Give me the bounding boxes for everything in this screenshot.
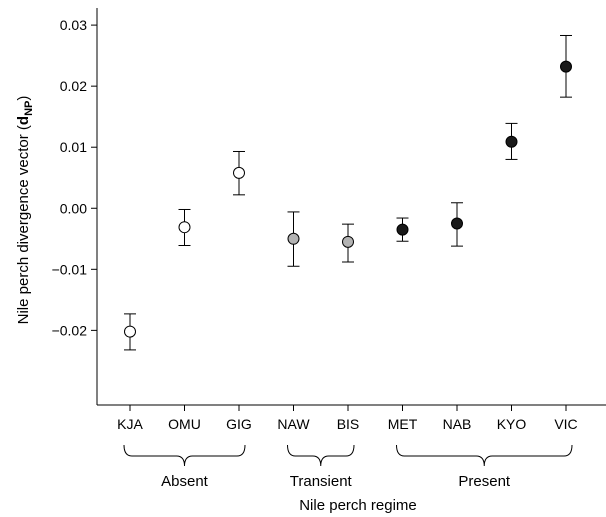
data-marks	[124, 34, 572, 351]
x-tick-label: OMU	[168, 416, 201, 432]
data-point-met	[396, 217, 409, 242]
x-tick-label: BIS	[337, 416, 360, 432]
group-label: Absent	[161, 473, 209, 490]
group-label: Present	[458, 473, 511, 490]
y-tick-label: 0.03	[60, 17, 87, 33]
data-point-omu	[178, 208, 191, 247]
x-axis-title: Nile perch regime	[299, 497, 417, 514]
group-label: Transient	[290, 473, 353, 490]
y-axis-title-subscript: NP	[23, 101, 35, 116]
y-axis-title-prefix: Nile perch divergence vector (	[15, 125, 32, 324]
regime-groups: Absent Transient Present	[123, 444, 573, 490]
data-point-nab	[451, 202, 463, 247]
data-point-bis	[342, 223, 354, 263]
x-tick-label: GIG	[226, 416, 252, 432]
x-tick-label: KJA	[117, 416, 143, 432]
point-marker	[287, 232, 300, 245]
data-point-naw	[287, 211, 300, 267]
group-absent: Absent	[123, 444, 246, 490]
y-tick-label: −0.01	[52, 261, 88, 277]
group-present: Present	[396, 444, 573, 490]
y-axis-title-suffix: )	[15, 96, 32, 101]
point-marker	[451, 217, 463, 230]
point-marker	[505, 135, 518, 148]
group-bracket	[123, 444, 246, 467]
group-bracket	[287, 444, 355, 467]
y-axis-title: Nile perch divergence vector (dNP)	[15, 96, 35, 325]
y-tick-label: 0.01	[60, 139, 87, 155]
point-marker	[124, 325, 136, 338]
y-tick-label: 0.00	[60, 200, 87, 216]
point-marker	[342, 235, 354, 248]
point-marker	[233, 166, 245, 179]
x-tick-label: NAW	[277, 416, 310, 432]
x-tick-label: KYO	[497, 416, 527, 432]
axes: −0.02 −0.01 0.00 0.01 0.02 0.03 KJA OMU GIG NAW BI…	[52, 8, 606, 432]
point-marker	[396, 223, 409, 236]
data-point-gig	[233, 150, 245, 196]
x-tick-label: MET	[388, 416, 418, 432]
y-tick-label: −0.02	[52, 322, 88, 338]
y-axis-title-symbol: d	[15, 116, 32, 125]
data-point-kja	[124, 313, 136, 351]
group-transient: Transient	[287, 444, 355, 490]
data-point-vic	[560, 34, 572, 98]
point-marker	[178, 221, 191, 234]
x-tick-label: VIC	[554, 416, 577, 432]
x-tick-label: NAB	[443, 416, 472, 432]
y-tick-label: 0.02	[60, 78, 87, 94]
data-point-kyo	[505, 122, 518, 160]
point-marker	[560, 60, 572, 73]
group-bracket	[396, 444, 573, 467]
